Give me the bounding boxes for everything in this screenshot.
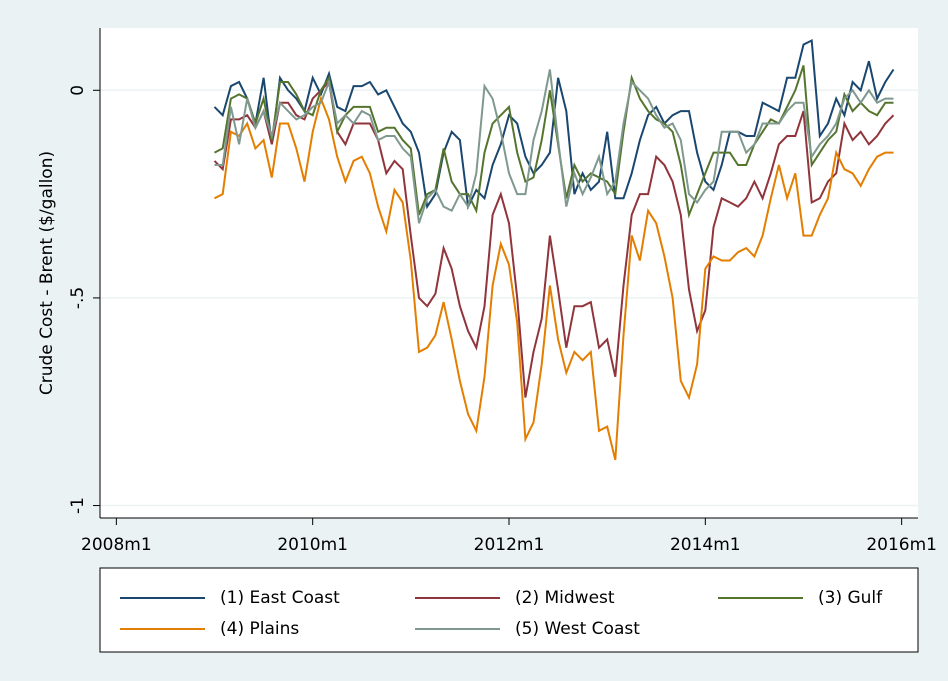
legend <box>99 567 919 653</box>
y-tick-label: -1 <box>68 497 88 514</box>
series-line <box>214 95 894 461</box>
plot-area <box>100 28 918 518</box>
legend-label: (1) East Coast <box>220 588 340 608</box>
y-tick-label: -.5 <box>68 287 88 309</box>
y-axis-title: Crude Cost - Brent ($/gallon) <box>37 151 57 395</box>
x-tick-label: 2012m1 <box>474 535 545 555</box>
x-tick-label: 2014m1 <box>670 535 741 555</box>
x-tick-label: 2008m1 <box>81 535 152 555</box>
series-line <box>214 69 894 224</box>
legend-label: (2) Midwest <box>515 588 615 608</box>
legend-label: (4) Plains <box>220 619 299 639</box>
y-tick-label: 0 <box>68 85 88 96</box>
legend-label: (3) Gulf <box>818 588 883 608</box>
x-tick-label: 2016m1 <box>866 535 937 555</box>
x-tick-label: 2010m1 <box>277 535 348 555</box>
legend-label: (5) West Coast <box>515 619 640 639</box>
